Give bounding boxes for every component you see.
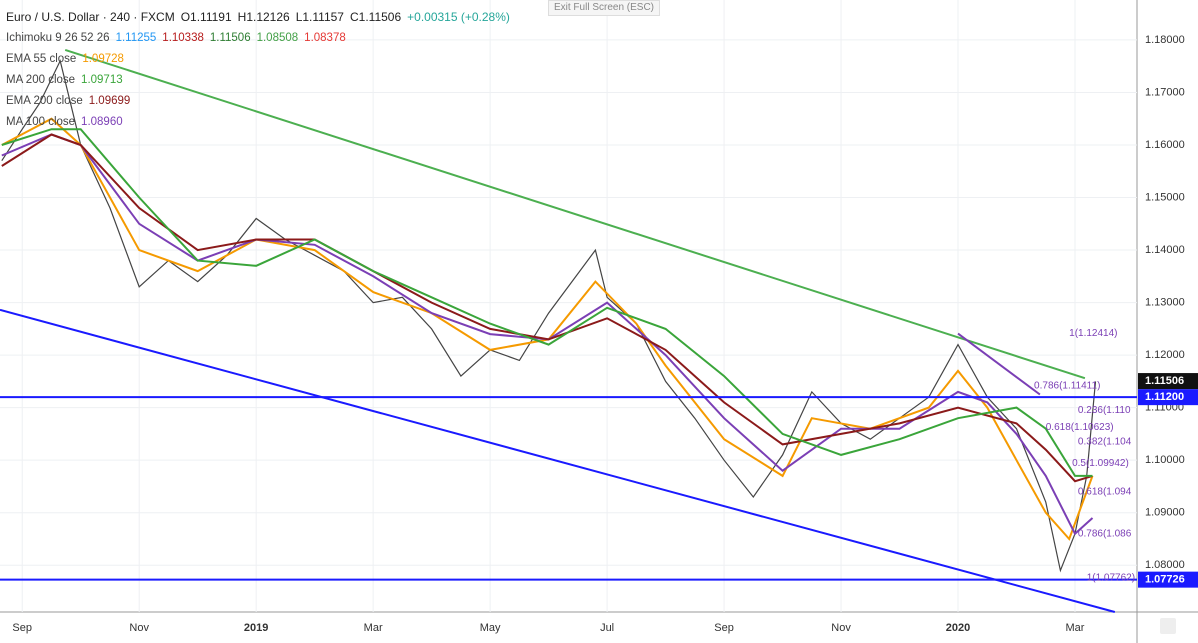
indicator-value: 1.09713 (81, 73, 123, 86)
series-line (0, 308, 1116, 613)
fib-label: 0.786(1.11411) (1034, 381, 1100, 392)
x-tick-label: Mar (364, 622, 383, 634)
last-price-label: 1.11506 (1145, 375, 1184, 387)
y-tick-label: 1.14000 (1145, 244, 1185, 256)
y-tick-label: 1.08000 (1145, 559, 1185, 571)
ohlc: L1.11157 (295, 9, 344, 24)
plot (0, 0, 1137, 613)
price-tag (1138, 389, 1198, 406)
x-tick-label: Nov (831, 622, 851, 634)
indicator-name: MA 200 close (6, 73, 76, 86)
indicator-value: 1.11506 (209, 31, 251, 44)
header-row: Euro / U.S. Dollar · 240 · FXCM O1.11191… (6, 6, 510, 27)
y-tick-label: 1.15000 (1145, 191, 1185, 203)
indicator-value: 1.08960 (81, 115, 123, 128)
series-line (1, 133, 1094, 536)
y-tick-label: 1.16000 (1145, 139, 1185, 151)
fib-label: 0.618(1.094 (1078, 486, 1132, 497)
ohlc: H1.12126 (237, 9, 290, 24)
indicator-value: 1.11255 (115, 31, 157, 44)
last-price-tag (1138, 373, 1198, 390)
indicator-name: Ichimoku 9 26 52 26 (6, 31, 110, 44)
indicator-row: MA 200 close 1.09713 (6, 69, 510, 90)
change: +0.00315 (+0.28%) (407, 9, 510, 24)
series-line (64, 48, 1086, 380)
y-tick-label: 1.09000 (1145, 507, 1185, 519)
legend: Euro / U.S. Dollar · 240 · FXCM O1.11191… (6, 6, 510, 132)
fib-label: 0.236(1.110 (1078, 405, 1131, 416)
settings-button[interactable] (1160, 618, 1176, 634)
y-tick-label: 1.17000 (1145, 86, 1185, 98)
indicator-name: MA 100 close (6, 115, 76, 128)
x-tick-label: Nov (129, 622, 149, 634)
series-line (1, 128, 1093, 477)
indicator-row: Ichimoku 9 26 52 26 1.11255 1.10338 1.11506… (6, 27, 510, 48)
y-tick-label: 1.12000 (1145, 349, 1185, 361)
indicator-row: EMA 200 close 1.09699 (6, 90, 510, 111)
indicator-row: EMA 55 close 1.09728 (6, 48, 510, 69)
ohlc: O1.11191 (180, 9, 232, 24)
fib-label: 0.786(1.086 (1078, 528, 1132, 539)
price-tag (1138, 571, 1198, 588)
fib-label: 0.5(1.09942) (1072, 458, 1129, 469)
plot-area (0, 0, 1137, 612)
fib-label: 0.618(1.10623) (1046, 422, 1114, 433)
indicator-value: 1.08378 (304, 31, 346, 44)
x-tick-label: Mar (1066, 622, 1085, 634)
indicator-row: MA 100 close 1.08960 (6, 111, 510, 132)
price-tag-label: 1.11200 (1145, 391, 1184, 403)
indicator-name: EMA 200 close (6, 94, 83, 107)
y-tick-label: 1.13000 (1145, 296, 1185, 308)
x-tick-label: 2019 (244, 622, 268, 634)
x-tick-label: Sep (714, 622, 734, 634)
x-tick-label: May (480, 622, 501, 634)
series-line (957, 332, 1041, 396)
indicator-value: 1.09699 (88, 94, 131, 107)
fib-label: 1(1.07762) (1087, 572, 1135, 583)
x-tick-label: Jul (600, 622, 614, 634)
ohlc: C1.11506 (349, 9, 402, 24)
fib-label: 1(1.12414) (1069, 328, 1117, 339)
indicator-value: 1.10338 (162, 31, 204, 44)
fib-label: 0.382(1.104 (1078, 436, 1132, 447)
x-tick-label: 2020 (946, 622, 970, 634)
indicator-value: 1.08508 (256, 31, 299, 44)
price-tag-label: 1.07726 (1145, 574, 1185, 586)
y-tick-label: 1.18000 (1145, 34, 1185, 46)
symbol: Euro / U.S. Dollar · 240 · FXCM (6, 9, 175, 24)
series-line (1, 59, 1097, 573)
x-tick-label: Sep (12, 622, 32, 634)
y-tick-label: 1.10000 (1145, 454, 1185, 466)
indicator-value: 1.09728 (82, 52, 124, 65)
exit-fullscreen[interactable]: Exit Full Screen (ESC) (548, 0, 660, 16)
indicator-name: EMA 55 close (6, 52, 77, 65)
